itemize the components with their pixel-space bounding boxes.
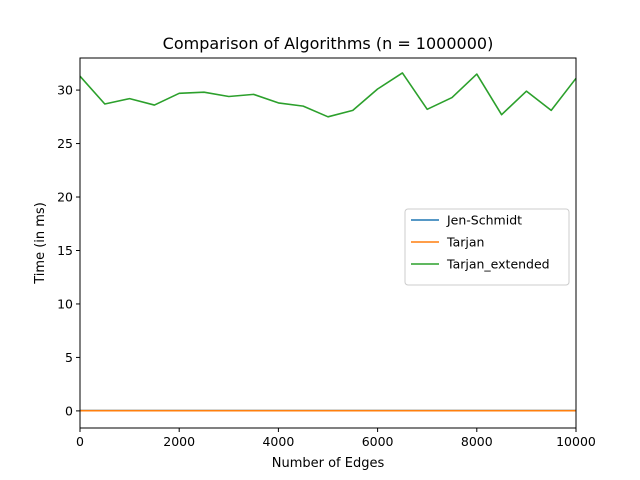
y-tick-label: 10 xyxy=(57,296,73,311)
x-tick-label: 2000 xyxy=(163,434,195,449)
legend-label: Tarjan_extended xyxy=(446,257,550,272)
legend: Jen-Schmidt Tarjan Tarjan_extended xyxy=(405,209,569,285)
y-axis-label: Time (in ms) xyxy=(33,202,48,285)
x-tick-label: 6000 xyxy=(362,434,394,449)
x-axis-label: Number of Edges xyxy=(272,456,385,471)
x-tick-label: 8000 xyxy=(461,434,493,449)
y-tick-label: 15 xyxy=(57,243,73,258)
y-tick-label: 5 xyxy=(65,350,73,365)
legend-label: Tarjan xyxy=(446,235,484,250)
x-tick-label: 4000 xyxy=(262,434,294,449)
y-tick-label: 25 xyxy=(57,136,73,151)
legend-label: Jen-Schmidt xyxy=(446,213,522,228)
x-tick-label: 10000 xyxy=(556,434,596,449)
y-tick-label: 20 xyxy=(57,190,73,205)
y-tick-label: 0 xyxy=(65,403,73,418)
x-tick-label: 0 xyxy=(76,434,84,449)
y-tick-label: 30 xyxy=(57,83,73,98)
chart-title: Comparison of Algorithms (n = 1000000) xyxy=(163,34,494,53)
